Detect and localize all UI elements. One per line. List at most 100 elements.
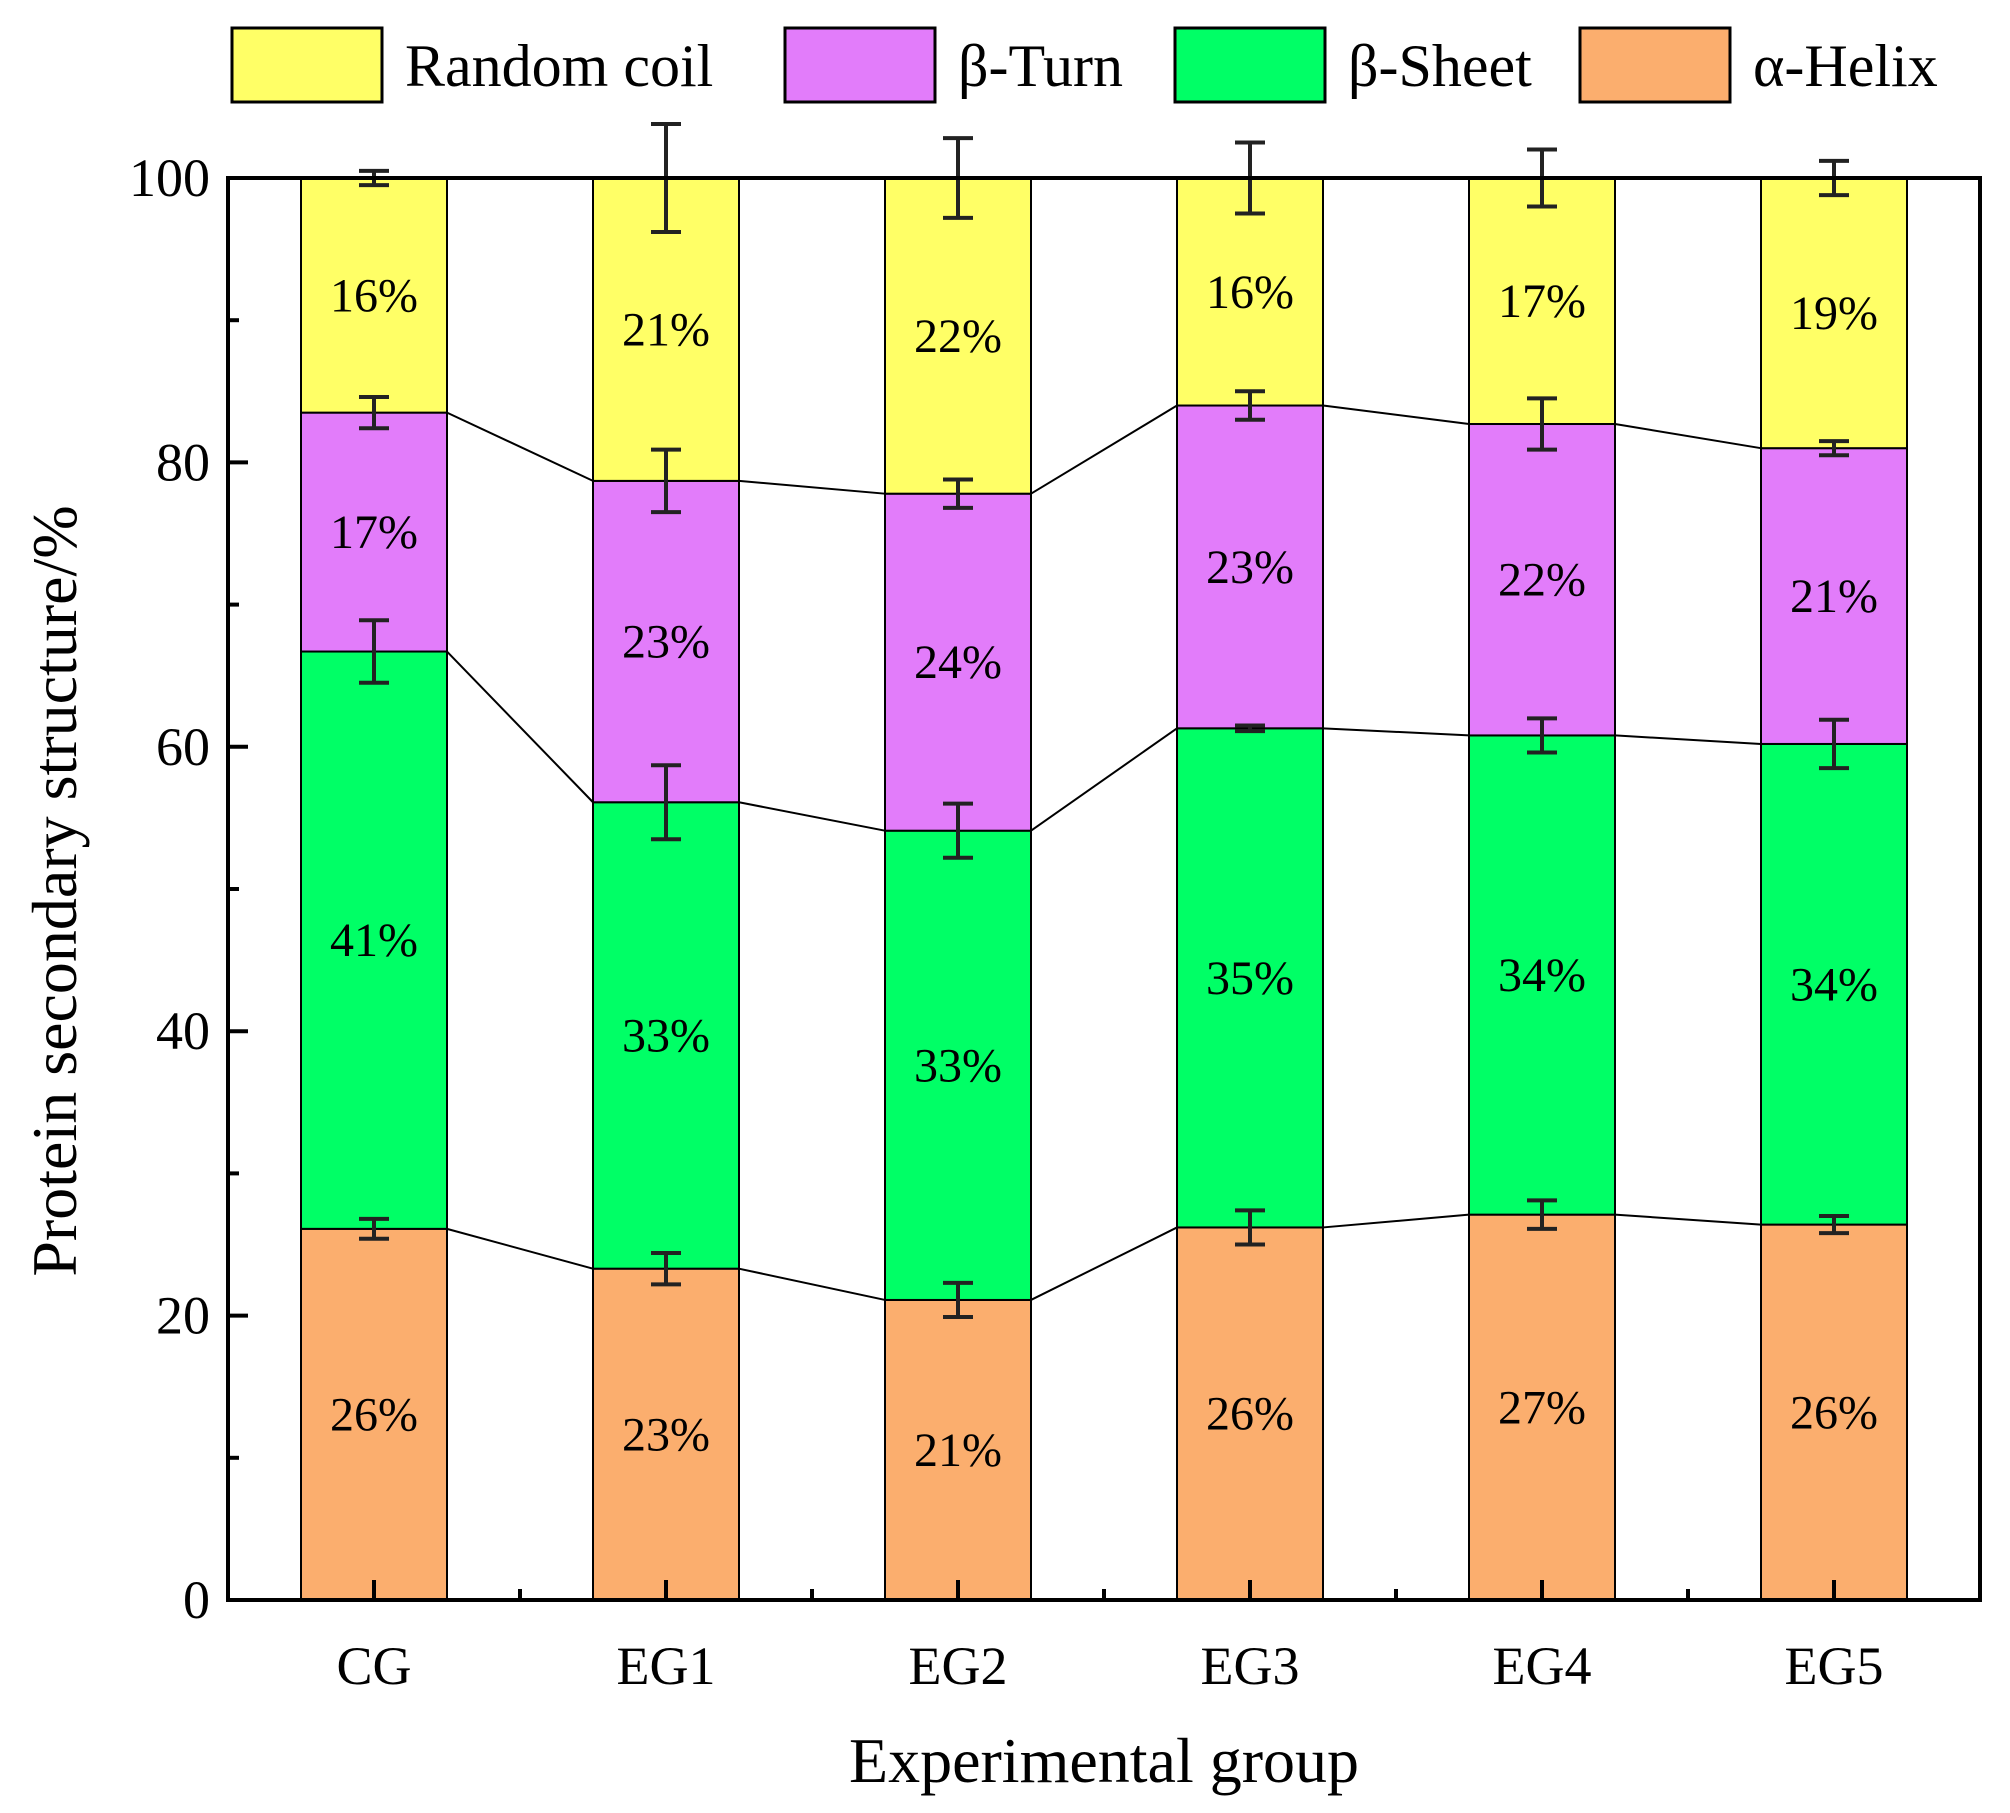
data-labels: 26% 23% 21% 26% 27% 26% 41% 33% 33% 35% 34% 34% 17% 2… <box>330 266 1878 1477</box>
data-label-beta-turn-eg3: 23% <box>1206 541 1294 594</box>
connector-beta-sheet-3 <box>1030 727 1178 832</box>
bar-alpha-helix-eg5 <box>1760 1223 1908 1602</box>
error-bar-beta-sheet-eg1 <box>651 763 681 842</box>
error-bar-alpha-helix-eg4 <box>1527 1198 1557 1231</box>
data-label-beta-turn-cg: 17% <box>330 506 418 559</box>
data-label-random-coil-eg2: 22% <box>914 310 1002 363</box>
bar-alpha-helix-eg2 <box>884 1298 1032 1601</box>
data-label-random-coil-eg1: 21% <box>622 303 710 356</box>
error-bar-alpha-helix-eg5 <box>1819 1214 1849 1236</box>
x-axis-title: Experimental group <box>849 1725 1359 1796</box>
data-label-beta-sheet-eg1: 33% <box>622 1009 710 1062</box>
data-label-beta-turn-eg1: 23% <box>622 616 710 669</box>
connector-beta-turn-4 <box>1322 404 1470 425</box>
data-label-alpha-helix-eg4: 27% <box>1498 1381 1586 1434</box>
y-tick-label: 60 <box>156 717 210 777</box>
legend-swatch-random-coil <box>230 26 384 104</box>
error-bar-beta-turn-eg4 <box>1527 396 1557 452</box>
connector-beta-turn-1 <box>446 411 594 482</box>
y-tick-label: 20 <box>156 1286 210 1346</box>
connector-alpha-helix-1 <box>446 1227 594 1270</box>
data-label-beta-turn-eg4: 22% <box>1498 554 1586 607</box>
x-axis: CG EG1 EG2 EG3 EG4 EG5 <box>336 1580 1883 1696</box>
data-label-random-coil-cg: 16% <box>330 269 418 322</box>
bar-beta-sheet-eg1 <box>592 801 740 1270</box>
connector-beta-turn-3 <box>1030 404 1178 495</box>
error-bar-beta-sheet-cg <box>359 618 389 685</box>
connector-alpha-helix-2 <box>738 1267 886 1301</box>
legend-swatch-beta-turn <box>783 26 937 104</box>
y-tick-label: 0 <box>183 1570 210 1630</box>
connector-beta-turn-2 <box>738 479 886 495</box>
series-connector-lines <box>446 404 1762 1301</box>
y-tick-label: 80 <box>156 432 210 492</box>
bar-beta-turn-eg1 <box>592 479 740 804</box>
error-bar-beta-turn-eg3 <box>1235 389 1265 422</box>
error-bar-beta-turn-eg2 <box>943 477 973 510</box>
error-bar-alpha-helix-eg3 <box>1235 1208 1265 1247</box>
legend-label-beta-sheet: β-Sheet <box>1348 33 1532 99</box>
connector-beta-sheet-5 <box>1614 734 1762 745</box>
data-label-beta-sheet-cg: 41% <box>330 914 418 967</box>
data-label-alpha-helix-cg: 26% <box>330 1388 418 1441</box>
bar-beta-sheet-eg3 <box>1176 727 1324 1229</box>
legend-swatch-beta-sheet <box>1173 26 1327 104</box>
error-bar-beta-sheet-eg2 <box>943 801 973 860</box>
bar-beta-sheet-eg5 <box>1760 742 1908 1226</box>
data-label-random-coil-eg5: 19% <box>1790 287 1878 340</box>
data-label-random-coil-eg3: 16% <box>1206 266 1294 319</box>
bar-alpha-helix-cg <box>300 1227 448 1602</box>
data-label-alpha-helix-eg2: 21% <box>914 1424 1002 1477</box>
legend-label-alpha-helix: α-Helix <box>1753 33 1938 99</box>
data-label-alpha-helix-eg1: 23% <box>622 1408 710 1461</box>
x-tick-label-eg3: EG3 <box>1201 1636 1300 1696</box>
y-axis: 0 20 40 60 80 100 <box>129 148 248 1630</box>
error-bar-alpha-helix-eg2 <box>943 1280 973 1320</box>
error-bar-beta-sheet-eg5 <box>1819 717 1849 771</box>
data-label-alpha-helix-eg3: 26% <box>1206 1388 1294 1441</box>
x-tick-label-eg1: EG1 <box>617 1636 716 1696</box>
connector-beta-sheet-2 <box>738 801 886 832</box>
error-bar-beta-sheet-eg3 <box>1235 723 1265 734</box>
error-bars <box>359 121 1849 1320</box>
connector-beta-sheet-1 <box>446 650 594 803</box>
data-label-alpha-helix-eg5: 26% <box>1790 1386 1878 1439</box>
bar-beta-turn-eg5 <box>1760 447 1908 745</box>
x-tick-label-cg: CG <box>336 1636 411 1696</box>
connector-alpha-helix-3 <box>1030 1226 1178 1301</box>
bar-beta-turn-eg3 <box>1176 404 1324 730</box>
bar-alpha-helix-eg1 <box>592 1267 740 1601</box>
bar-random-coil-eg3 <box>1176 177 1324 407</box>
data-label-random-coil-eg4: 17% <box>1498 275 1586 328</box>
data-label-beta-sheet-eg2: 33% <box>914 1039 1002 1092</box>
error-bar-alpha-helix-cg <box>359 1216 389 1241</box>
bar-beta-sheet-eg2 <box>884 829 1032 1301</box>
connector-alpha-helix-5 <box>1614 1213 1762 1226</box>
data-label-beta-sheet-eg5: 34% <box>1790 958 1878 1011</box>
error-bar-beta-turn-eg5 <box>1819 439 1849 458</box>
legend-swatch-alpha-helix <box>1578 26 1732 104</box>
legend-label-random-coil: Random coil <box>405 33 713 99</box>
y-axis-title: Protein secondary structure/% <box>19 505 90 1276</box>
error-bar-beta-turn-cg <box>359 394 389 431</box>
legend-label-beta-turn: β-Turn <box>958 33 1123 99</box>
data-label-beta-turn-eg2: 24% <box>914 636 1002 689</box>
data-label-beta-sheet-eg3: 35% <box>1206 952 1294 1005</box>
error-bar-alpha-helix-eg1 <box>651 1251 681 1287</box>
error-bar-beta-sheet-eg4 <box>1527 716 1557 755</box>
bar-beta-turn-eg4 <box>1468 423 1616 737</box>
plot-frame <box>226 176 1982 1602</box>
connector-beta-sheet-4 <box>1322 727 1470 737</box>
x-tick-label-eg4: EG4 <box>1493 1636 1592 1696</box>
y-tick-label: 40 <box>156 1001 210 1061</box>
connector-alpha-helix-4 <box>1322 1213 1470 1229</box>
x-tick-label-eg2: EG2 <box>909 1636 1008 1696</box>
bar-random-coil-eg2 <box>884 177 1032 495</box>
x-tick-label-eg5: EG5 <box>1785 1636 1884 1696</box>
bar-alpha-helix-eg3 <box>1176 1226 1324 1602</box>
connector-beta-turn-5 <box>1614 423 1762 450</box>
data-label-beta-turn-eg5: 21% <box>1790 570 1878 623</box>
data-label-beta-sheet-eg4: 34% <box>1498 949 1586 1002</box>
bar-beta-turn-eg2 <box>884 492 1032 832</box>
